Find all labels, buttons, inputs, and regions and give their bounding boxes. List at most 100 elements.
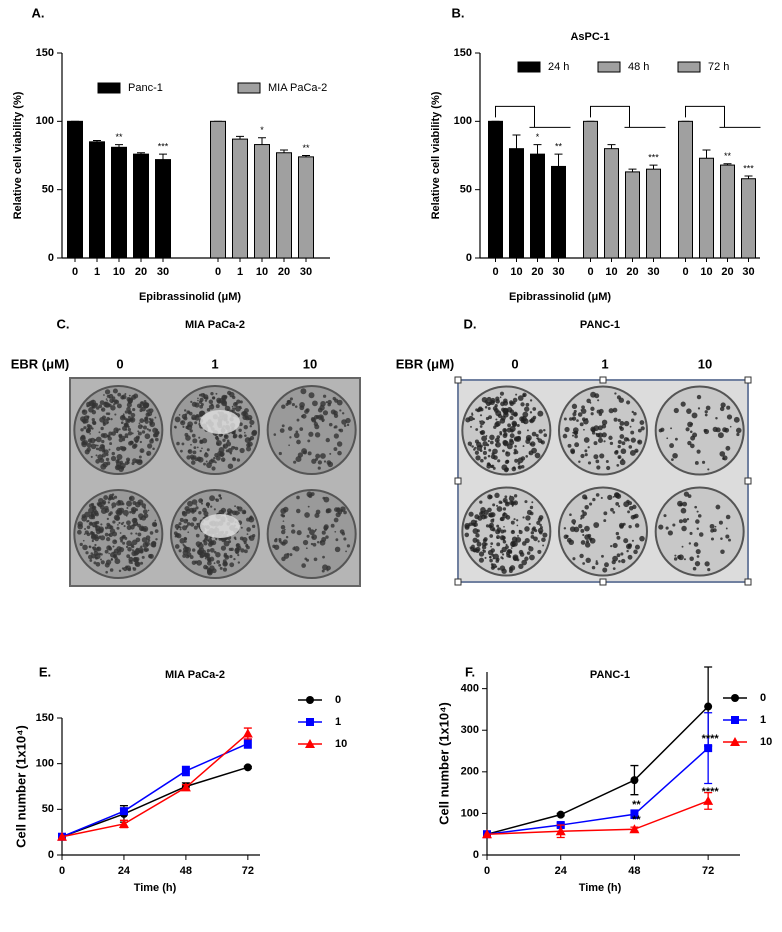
colony bbox=[729, 425, 732, 428]
colony bbox=[330, 523, 335, 528]
colony bbox=[682, 501, 688, 507]
colony bbox=[504, 495, 508, 499]
colony bbox=[314, 424, 320, 430]
colony bbox=[477, 515, 483, 521]
significance-label: *** bbox=[158, 142, 169, 152]
colony bbox=[149, 421, 156, 428]
colony bbox=[471, 522, 476, 527]
colony bbox=[244, 408, 249, 414]
legend-label: 1 bbox=[335, 716, 341, 728]
colony bbox=[479, 500, 483, 504]
colony bbox=[177, 525, 181, 529]
colony bbox=[696, 510, 699, 513]
colony bbox=[127, 546, 132, 552]
colony bbox=[119, 532, 122, 534]
colony bbox=[543, 428, 546, 432]
colony bbox=[571, 403, 578, 409]
colony bbox=[690, 443, 695, 449]
colony bbox=[215, 498, 218, 501]
colony bbox=[630, 437, 636, 443]
colony bbox=[239, 536, 244, 541]
colony bbox=[191, 507, 197, 513]
colony bbox=[528, 522, 531, 526]
colony bbox=[213, 508, 216, 511]
colony bbox=[95, 529, 101, 535]
colony bbox=[487, 454, 491, 458]
colony bbox=[475, 428, 479, 431]
colony bbox=[493, 455, 498, 460]
x-tick-label: 20 bbox=[721, 266, 733, 278]
bar bbox=[720, 164, 735, 259]
colony bbox=[479, 449, 483, 453]
colony bbox=[134, 548, 141, 555]
colony bbox=[198, 436, 201, 439]
colony bbox=[206, 407, 211, 412]
colony bbox=[532, 443, 535, 446]
colony bbox=[307, 451, 312, 456]
colony bbox=[322, 394, 327, 398]
colony bbox=[475, 533, 480, 538]
colony bbox=[155, 430, 160, 436]
colony bbox=[531, 501, 534, 504]
colony bbox=[333, 517, 339, 523]
colony bbox=[573, 522, 576, 525]
colony bbox=[499, 396, 502, 399]
colony bbox=[89, 522, 93, 525]
colony bbox=[90, 502, 95, 507]
colony bbox=[673, 557, 678, 561]
colony bbox=[190, 400, 193, 404]
colony bbox=[726, 414, 733, 420]
colony bbox=[126, 554, 131, 559]
column-label: 10 bbox=[303, 356, 317, 371]
colony bbox=[305, 547, 308, 550]
colony bbox=[586, 398, 591, 404]
colony bbox=[509, 415, 514, 421]
colony bbox=[299, 427, 304, 431]
colony bbox=[112, 388, 118, 394]
colony bbox=[585, 557, 591, 564]
colony bbox=[679, 503, 683, 507]
colony bbox=[505, 451, 511, 457]
colony bbox=[627, 543, 633, 548]
colony bbox=[509, 500, 514, 506]
significance-label: **** bbox=[702, 733, 720, 745]
colony bbox=[631, 410, 634, 414]
colony bbox=[346, 544, 351, 548]
colony bbox=[134, 561, 141, 568]
colony bbox=[628, 524, 632, 529]
colony bbox=[631, 539, 635, 542]
colony bbox=[86, 525, 91, 530]
colony bbox=[235, 543, 241, 548]
colony bbox=[540, 440, 545, 445]
colony bbox=[304, 557, 308, 561]
colony bbox=[142, 425, 147, 430]
image-title: PANC-1 bbox=[580, 319, 620, 331]
colony bbox=[124, 433, 129, 438]
error-bar bbox=[554, 153, 563, 167]
y-axis-label: Relative cell viability (%) bbox=[12, 91, 24, 219]
colony bbox=[480, 511, 483, 515]
marker bbox=[555, 826, 566, 836]
colony bbox=[495, 396, 500, 401]
selection-handle bbox=[454, 376, 462, 384]
colony bbox=[80, 416, 86, 422]
colony bbox=[89, 433, 91, 435]
x-tick-label: 72 bbox=[702, 865, 714, 877]
colony bbox=[626, 437, 629, 441]
colony bbox=[502, 433, 508, 439]
colony bbox=[282, 520, 285, 522]
colony bbox=[88, 545, 92, 549]
colony bbox=[103, 394, 105, 396]
colony bbox=[104, 549, 109, 554]
colony bbox=[494, 492, 500, 499]
colony bbox=[244, 434, 247, 437]
colony bbox=[196, 446, 199, 449]
bar bbox=[89, 141, 105, 259]
colony bbox=[128, 397, 133, 402]
colony bbox=[322, 555, 325, 559]
y-tick-label: 150 bbox=[36, 712, 54, 724]
marker bbox=[730, 737, 740, 746]
colony bbox=[146, 428, 149, 431]
colony bbox=[291, 524, 295, 528]
colony bbox=[705, 405, 711, 411]
